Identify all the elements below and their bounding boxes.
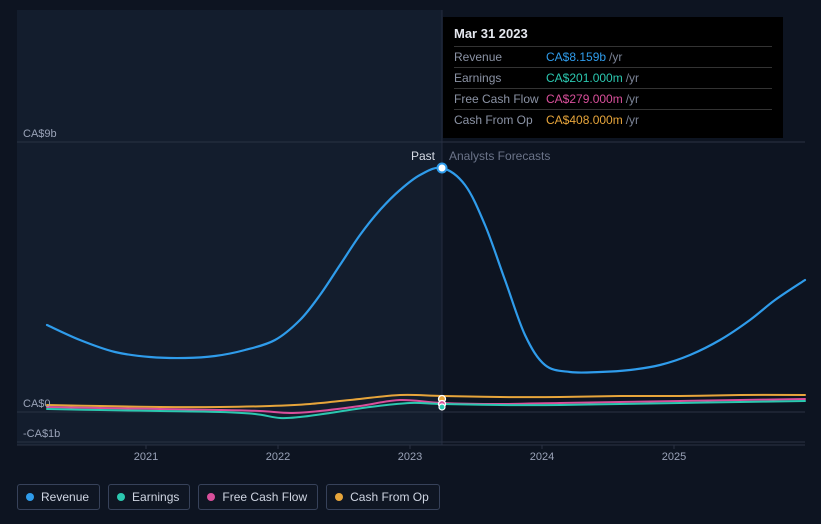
legend-item-revenue[interactable]: Revenue [17,484,100,510]
x-tick-label: 2021 [134,451,158,463]
legend-item-earnings[interactable]: Earnings [108,484,190,510]
chart-legend: Revenue Earnings Free Cash Flow Cash From O… [17,484,440,510]
chart-tooltip: Mar 31 2023 RevenueCA$8.159b/yrEarningsC… [443,17,783,138]
legend-item-free_cash_flow[interactable]: Free Cash Flow [198,484,318,510]
tooltip-row-unit: /yr [626,112,639,129]
tooltip-row: EarningsCA$201.000m/yr [454,67,772,88]
past-label: Past [411,149,435,163]
tooltip-row-unit: /yr [626,70,639,87]
legend-label: Revenue [41,490,89,504]
legend-dot-icon [117,493,125,501]
legend-label: Earnings [132,490,179,504]
financials-chart: CA$9b CA$0 -CA$1b 2021 2022 2023 2024 2025 Pas… [0,0,821,524]
tooltip-row-label: Free Cash Flow [454,91,546,108]
x-tick-label: 2025 [662,451,686,463]
legend-label: Cash From Op [350,490,429,504]
y-tick-label: CA$9b [23,128,57,140]
tooltip-row-unit: /yr [626,91,639,108]
y-tick-label: CA$0 [23,398,51,410]
tooltip-row-label: Revenue [454,49,546,66]
x-tick-label: 2022 [266,451,290,463]
tooltip-row: RevenueCA$8.159b/yr [454,46,772,67]
tooltip-row: Free Cash FlowCA$279.000m/yr [454,88,772,109]
legend-dot-icon [26,493,34,501]
tooltip-row: Cash From OpCA$408.000m/yr [454,109,772,130]
marker-dot [438,164,447,173]
vertical-gridlines [146,445,674,449]
tooltip-row-value: CA$201.000m [546,70,623,87]
tooltip-row-value: CA$279.000m [546,91,623,108]
legend-dot-icon [207,493,215,501]
tooltip-row-value: CA$408.000m [546,112,623,129]
tooltip-row-value: CA$8.159b [546,49,606,66]
forecast-label: Analysts Forecasts [449,149,550,163]
legend-item-cash_from_op[interactable]: Cash From Op [326,484,440,510]
x-tick-label: 2024 [530,451,554,463]
tooltip-row-label: Earnings [454,70,546,87]
tooltip-date: Mar 31 2023 [454,25,772,46]
past-region-shade [17,10,442,445]
legend-dot-icon [335,493,343,501]
y-tick-label: -CA$1b [23,428,60,440]
marker-dot [439,404,445,410]
tooltip-row-unit: /yr [609,49,622,66]
x-tick-label: 2023 [398,451,422,463]
tooltip-row-label: Cash From Op [454,112,546,129]
legend-label: Free Cash Flow [222,490,307,504]
